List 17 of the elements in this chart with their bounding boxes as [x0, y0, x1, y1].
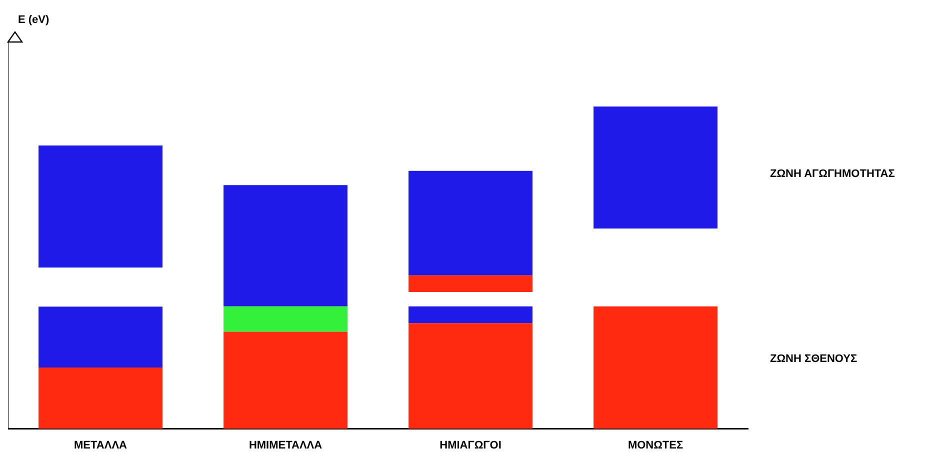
bar: [594, 106, 718, 229]
x-tick-label: ΗΜΙΜΕΤΑΛΛΑ: [248, 439, 322, 452]
text: E (eV): [18, 14, 50, 26]
bar: [408, 170, 532, 276]
bar: [408, 306, 532, 324]
x-tick-label: ΜΕΤΑΛΛΑ: [74, 439, 128, 452]
bar: [224, 332, 348, 429]
text: ΖΩΝΗ ΑΓΩΓΗΜΟΤΗΤΑΣ: [770, 168, 895, 180]
x-tick-label: ΗΜΙΑΓΩΓΟΙ: [440, 439, 502, 452]
bar: [224, 306, 348, 332]
bar: [408, 323, 532, 429]
text: ΖΩΝΗ ΣΘΕΝΟΥΣ: [770, 353, 858, 365]
x-tick-label: ΜΟΝΩΤΕΣ: [628, 439, 684, 452]
bar: [38, 368, 162, 429]
bar: [594, 306, 718, 429]
bar: [38, 306, 162, 368]
bar: [224, 185, 348, 306]
